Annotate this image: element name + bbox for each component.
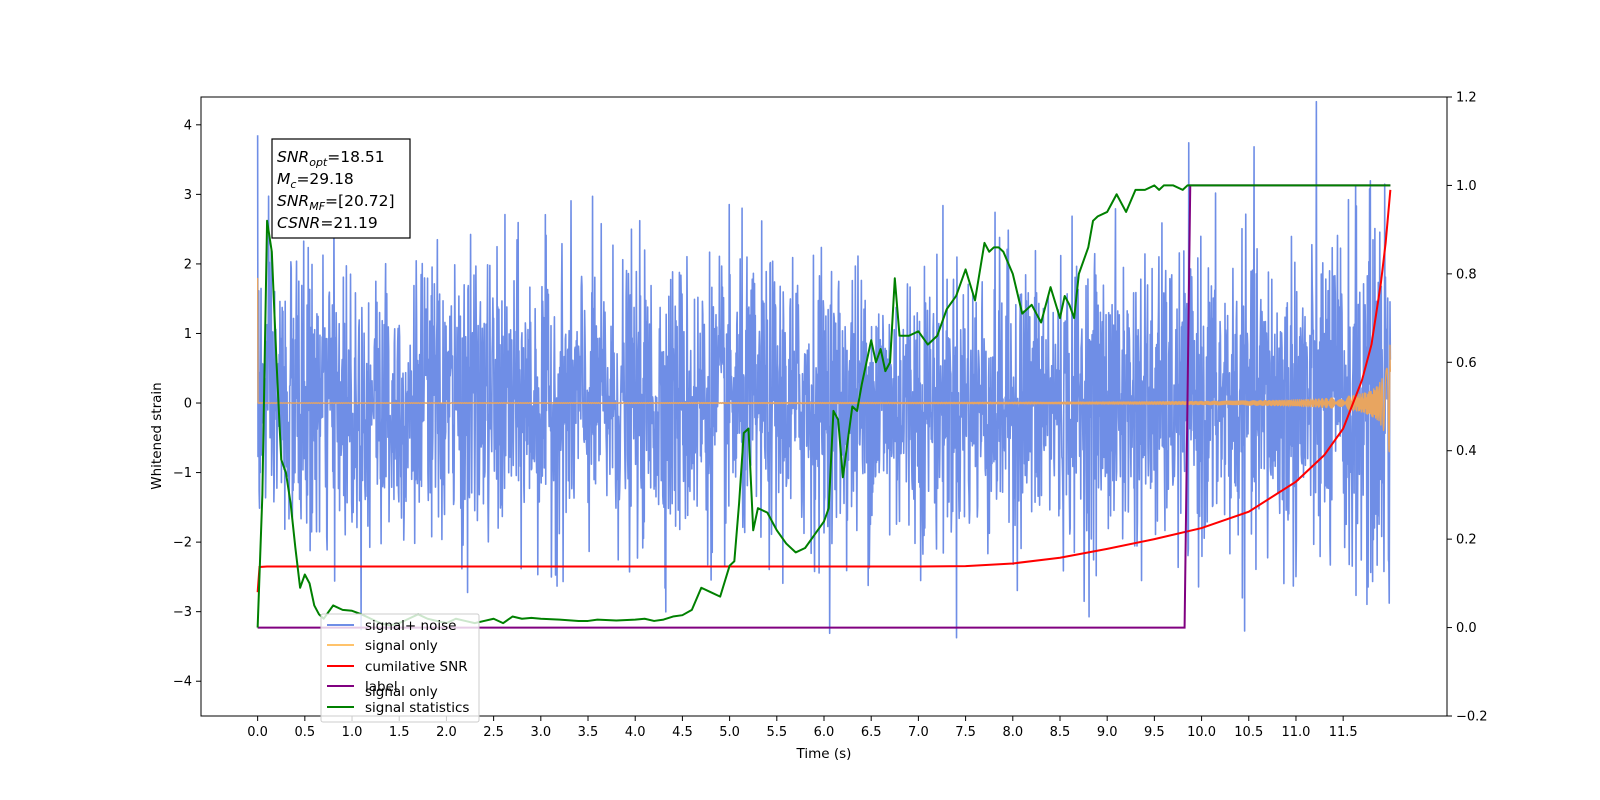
- annotation-line-csnr: CSNR=21.19: [277, 214, 378, 232]
- x-tick-label-12: 6.0: [814, 725, 835, 740]
- legend: signal only signal+ noise signal only cu…: [320, 613, 480, 723]
- x-tick-label-2: 1.0: [342, 725, 363, 740]
- x-tick-label-21: 10.5: [1234, 725, 1263, 740]
- y-left-tick-label-3: 1: [184, 327, 192, 342]
- y-right-tick-label-3: 0.6: [1456, 356, 1477, 371]
- x-tick-label-17: 8.5: [1050, 725, 1071, 740]
- x-tick-label-13: 6.5: [861, 725, 882, 740]
- x-tick-label-22: 11.0: [1281, 725, 1310, 740]
- y-right-tick-label-5: 0.2: [1456, 533, 1477, 548]
- x-tick-label-4: 2.0: [436, 725, 457, 740]
- plot-area: [256, 100, 1392, 639]
- x-tick-label-20: 10.0: [1187, 725, 1216, 740]
- annotation-line-snr-opt: SNRopt=18.51: [277, 148, 385, 169]
- y-left-tick-label-6: −2: [173, 536, 192, 551]
- y-axis-left-ticks: 4 3 2 1 0 −1 −2 −3 −4: [173, 118, 201, 690]
- annotation-line-snr-mf: SNRMF=[20.72]: [277, 192, 395, 213]
- y-left-tick-label-1: 3: [184, 188, 192, 203]
- annotation-frame: [271, 138, 411, 239]
- series-signal-plus-noise: [256, 100, 1392, 639]
- x-tick-label-15: 7.5: [955, 725, 976, 740]
- x-tick-label-5: 2.5: [483, 725, 504, 740]
- series-cumulative-snr: [256, 189, 1392, 593]
- x-tick-label-23: 11.5: [1329, 725, 1358, 740]
- x-tick-label-7: 3.5: [578, 725, 599, 740]
- x-tick-label-18: 9.0: [1097, 725, 1118, 740]
- x-tick-label-10: 5.0: [719, 725, 740, 740]
- x-tick-label-19: 9.5: [1144, 725, 1165, 740]
- x-tick-label-3: 1.5: [389, 725, 410, 740]
- x-tick-label-8: 4.0: [625, 725, 646, 740]
- x-tick-label-6: 3.0: [530, 725, 551, 740]
- legend-label-label: label: [365, 679, 398, 695]
- x-tick-label-11: 5.5: [766, 725, 787, 740]
- legend-label-signal-plus-noise: signal+ noise: [365, 618, 456, 634]
- x-axis-ticks: 0.0 0.5 1.0 1.5 2.0 2.5 3.0 3.5 4.0 4.5 5.0 5.5 6.0 6…: [247, 716, 1358, 740]
- x-tick-label-0: 0.0: [247, 725, 268, 740]
- y-left-tick-label-7: −3: [173, 605, 192, 620]
- legend-hidden-text: signal only: [365, 684, 438, 700]
- y-left-tick-label-5: −1: [173, 466, 192, 481]
- x-axis-label: Time (s): [796, 746, 852, 762]
- series-signal-only: [256, 277, 1392, 453]
- x-tick-label-14: 7.0: [908, 725, 929, 740]
- y-right-tick-label-6: 0.0: [1456, 621, 1477, 636]
- y-left-tick-label-0: 4: [184, 118, 192, 133]
- y-right-tick-label-4: 0.4: [1456, 444, 1477, 459]
- annotation-box: SNRopt=18.51 Mc=29.18 SNRMF=[20.72] CSNR…: [271, 138, 411, 239]
- x-tick-label-9: 4.5: [672, 725, 693, 740]
- y-left-tick-label-2: 2: [184, 257, 192, 272]
- y-right-tick-label-2: 0.8: [1456, 267, 1477, 282]
- annotation-line-mc: Mc=29.18: [277, 170, 354, 191]
- y-right-tick-label-1: 1.0: [1456, 179, 1477, 194]
- x-tick-label-1: 0.5: [294, 725, 315, 740]
- y-right-tick-label-7: −0.2: [1456, 710, 1488, 725]
- y-axis-label: Whitened strain: [149, 382, 165, 489]
- x-tick-label-16: 8.0: [1002, 725, 1023, 740]
- y-axis-right-ticks: 1.2 1.0 0.8 0.6 0.4 0.2 0.0 −0.2: [1447, 91, 1488, 725]
- y-left-tick-label-4: 0: [184, 397, 192, 412]
- legend-label-cumulative-snr: cumilative SNR: [365, 659, 468, 675]
- y-left-tick-label-8: −4: [173, 675, 192, 690]
- legend-label-signal-statistics: signal statistics: [365, 700, 469, 716]
- legend-label-signal-only: signal only: [365, 638, 438, 654]
- legend-frame: [320, 613, 480, 723]
- y-right-tick-label-0: 1.2: [1456, 91, 1477, 106]
